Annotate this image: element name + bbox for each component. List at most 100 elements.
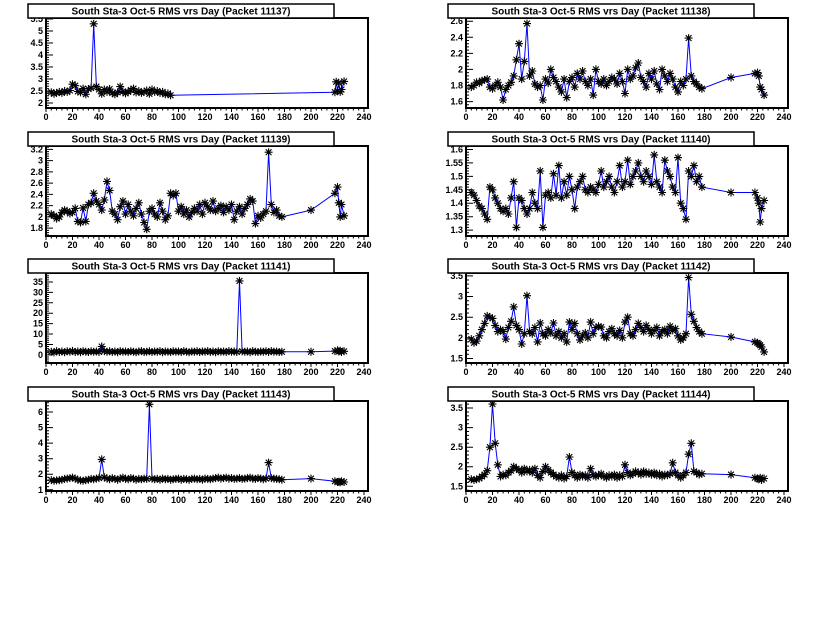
chart-svg: 1.8 22.22.42.6 2.833.2 0 20 40 60 80 100 120 140 16… [27, 130, 372, 250]
y-tick-label: 1.5 [450, 481, 463, 491]
chart-title-box: South Sta-3 Oct-5 RMS vrs Day (Packet 11… [447, 130, 755, 147]
x-ticks [45, 235, 365, 240]
chart-title-border [447, 3, 755, 19]
data-line [51, 280, 345, 353]
chart-title: South Sta-3 Oct-5 RMS vrs Day (Packet 11… [492, 262, 711, 273]
y-tick-label: 5 [38, 340, 43, 350]
y-tick-label: 2.2 [450, 48, 463, 58]
x-tick-label: 180 [697, 240, 712, 250]
y-tick-label: 3 [458, 422, 463, 432]
x-tick-label: 120 [197, 495, 212, 505]
x-tick-label: 180 [277, 112, 292, 122]
x-tick-label: 140 [644, 112, 659, 122]
x-axis: 0 20 40 60 80 100 120 140 160 180 200 220 240 [463, 235, 792, 250]
x-tick-label: 20 [487, 495, 497, 505]
chart-title: South Sta-3 Oct-5 RMS vrs Day (Packet 11… [72, 7, 291, 18]
y-tick-label: 4 [38, 438, 43, 448]
chart-title-box: South Sta-3 Oct-5 RMS vrs Day (Packet 11… [27, 3, 335, 19]
x-tick-label: 240 [356, 367, 371, 377]
x-ticks [465, 235, 785, 240]
y-tick-label: 2.4 [30, 189, 43, 199]
x-axis: 0 20 40 60 80 100 120 140 160 180 200 220 240 [463, 490, 792, 505]
data-line [51, 151, 345, 231]
x-ticks [45, 363, 365, 367]
x-axis: 0 20 40 60 80 100 120 140 160 180 200 220 240 [43, 235, 372, 250]
x-tick-label: 80 [147, 240, 157, 250]
x-tick-label: 180 [277, 240, 292, 250]
y-tick-label: 1.5 [450, 171, 463, 181]
chart-title-border [27, 130, 335, 147]
y-tick-label: 6 [38, 407, 43, 417]
data-markers-asterisk [467, 150, 769, 231]
chart-pad-7: 1 2 3 4 5 6 0 20 40 60 80 100 120 140 160 180 200 220 240 S… [0, 383, 420, 511]
x-tick-label: 220 [330, 240, 345, 250]
x-tick-label: 0 [463, 240, 468, 250]
y-tick-label: 5.5 [30, 14, 43, 24]
x-tick-label: 200 [723, 240, 738, 250]
x-tick-label: 100 [591, 240, 606, 250]
y-tick-label: 1.45 [445, 184, 463, 194]
chart-pad-6: 1.5 2 2.5 3 3.5 0 20 40 60 80 100 120 140 160 180 200 22… [420, 255, 840, 383]
y-tick-label: 1.8 [30, 223, 43, 233]
x-tick-label: 200 [303, 240, 318, 250]
x-tick-label: 60 [120, 240, 130, 250]
x-tick-label: 240 [776, 112, 791, 122]
data-line [51, 403, 345, 483]
chart-pad-5: 0 5 10 15 20 25 30 35 0 20 40 60 80 100 120 140 160 180 20… [0, 255, 420, 383]
y-tick-label: 30 [33, 287, 43, 297]
y-tick-label: 2 [458, 461, 463, 471]
x-tick-label: 160 [670, 495, 685, 505]
chart-title-border [27, 258, 335, 274]
x-tick-label: 40 [514, 495, 524, 505]
x-tick-label: 40 [94, 112, 104, 122]
chart-svg: 1.5 2 2.5 3 3.5 0 20 40 60 80 100 120 140 160 180 200 22… [447, 385, 792, 505]
x-tick-label: 220 [750, 367, 765, 377]
x-tick-label: 200 [303, 367, 318, 377]
y-ticks [466, 145, 473, 236]
y-tick-label: 2.5 [450, 312, 463, 322]
x-tick-label: 120 [617, 112, 632, 122]
data-markers-asterisk [47, 276, 349, 357]
x-tick-label: 240 [356, 240, 371, 250]
chart-title-box: South Sta-3 Oct-5 RMS vrs Day (Packet 11… [447, 3, 755, 19]
y-ticks [46, 146, 53, 235]
y-tick-label: 3 [458, 292, 463, 302]
chart-pad-3: 1.8 2 2.2 2.4 2.6 2.8 3 3.2 0 20 40 60 80 100 120 140 16… [0, 128, 420, 256]
x-tick-label: 140 [644, 495, 659, 505]
chart-title: South Sta-3 Oct-5 RMS vrs Day (Packet 11… [72, 134, 291, 145]
y-tick-label: 25 [33, 298, 43, 308]
x-tick-label: 60 [120, 495, 130, 505]
y-tick-label: 1.35 [445, 211, 463, 221]
x-tick-label: 20 [67, 112, 77, 122]
y-tick-label: 1.55 [445, 157, 463, 167]
y-tick-label: 2 [38, 98, 43, 108]
x-tick-label: 100 [591, 112, 606, 122]
x-tick-label: 220 [750, 495, 765, 505]
x-tick-label: 60 [540, 495, 550, 505]
y-tick-label: 2.6 [450, 16, 463, 26]
y-tick-label: 1.6 [450, 144, 463, 154]
x-tick-label: 80 [567, 240, 577, 250]
x-tick-label: 20 [67, 367, 77, 377]
data-markers-asterisk [47, 19, 349, 100]
x-tick-label: 0 [463, 495, 468, 505]
x-tick-label: 220 [750, 112, 765, 122]
x-tick-label: 220 [330, 112, 345, 122]
chart-title-box: South Sta-3 Oct-5 RMS vrs Day (Packet 11… [27, 385, 335, 402]
x-tick-label: 200 [303, 112, 318, 122]
x-tick-label: 80 [147, 112, 157, 122]
x-tick-label: 140 [644, 240, 659, 250]
x-tick-label: 0 [43, 240, 48, 250]
chart-pad-4: 1.3 1.35 1.4 1.45 1.5 1.55 1.6 0 20 40 60 80 100 120 1… [420, 128, 840, 256]
y-tick-label: 2.6 [30, 178, 43, 188]
x-axis: 0 20 40 60 80 100 120 140 160 180 200 220 240 [463, 363, 792, 377]
x-tick-label: 100 [171, 367, 186, 377]
x-tick-label: 160 [250, 495, 265, 505]
y-ticks [46, 18, 53, 109]
data-markers-asterisk [47, 399, 349, 486]
x-tick-label: 80 [567, 495, 577, 505]
y-tick-label: 4 [38, 50, 43, 60]
